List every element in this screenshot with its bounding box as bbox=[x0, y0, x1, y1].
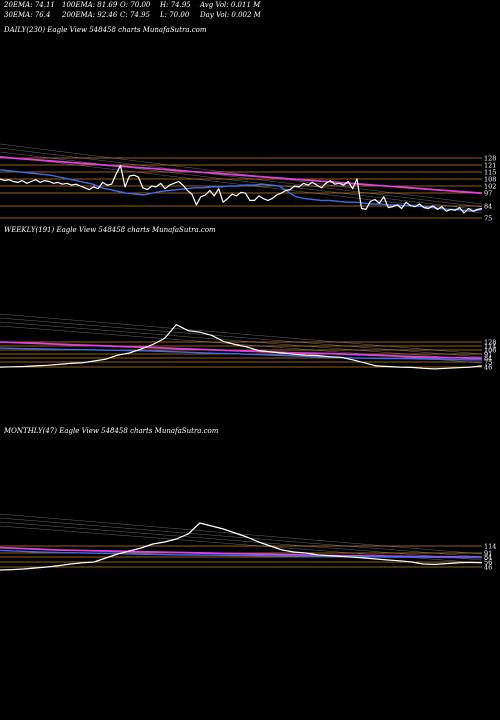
ema-band-line bbox=[0, 143, 483, 205]
ema20-line bbox=[0, 347, 482, 361]
level-label: 115 bbox=[484, 169, 496, 177]
level-label: 97 bbox=[484, 190, 492, 198]
chart-title-monthly: MONTHLY(47) Eagle View 548458 charts Mun… bbox=[4, 427, 219, 435]
ema-band-line bbox=[0, 517, 483, 558]
ema-band-line bbox=[0, 317, 483, 358]
stat-30ema: 30EMA: 76.4 bbox=[4, 11, 51, 19]
level-label: 75 bbox=[484, 359, 492, 367]
price-line bbox=[0, 522, 483, 571]
level-label: 114 bbox=[484, 543, 496, 551]
ema-band-line bbox=[0, 521, 483, 561]
stat-close: C: 74.95 bbox=[120, 11, 150, 19]
ema20-line bbox=[0, 549, 482, 559]
stat-day-vol: Day Vol: 0.002 M bbox=[200, 11, 261, 19]
stat-open: O: 70.00 bbox=[120, 1, 151, 9]
stat-20ema: 20EMA: 74.11 bbox=[4, 1, 55, 9]
level-label: 106 bbox=[484, 347, 496, 355]
ema-band-line bbox=[0, 147, 483, 208]
level-label: 46 bbox=[484, 364, 492, 372]
ema-band-line bbox=[0, 513, 483, 555]
level-label: 75 bbox=[484, 215, 492, 223]
level-label: 84 bbox=[484, 203, 492, 211]
level-label: 102 bbox=[484, 183, 496, 191]
ema-band-line bbox=[0, 155, 483, 214]
level-label: 128 bbox=[484, 339, 496, 347]
level-label: 121 bbox=[484, 162, 496, 170]
ema-band-line bbox=[0, 321, 483, 361]
chart-title-weekly: WEEKLY(191) Eagle View 548458 charts Mun… bbox=[4, 226, 216, 234]
level-label: 84 bbox=[484, 355, 492, 363]
ema200-line bbox=[0, 546, 483, 559]
level-label: 128 bbox=[484, 155, 496, 163]
ema20-line bbox=[0, 169, 483, 212]
ema-band-line bbox=[0, 151, 483, 211]
stat-200ema: 200EMA: 92.46 bbox=[62, 11, 118, 19]
level-label: 114 bbox=[484, 343, 496, 351]
stat-avg-vol: Avg Vol: 0.011 M bbox=[200, 1, 261, 9]
chart-title-daily: DAILY(230) Eagle View 548458 charts Muna… bbox=[4, 26, 207, 34]
ema200-line bbox=[0, 156, 483, 195]
level-label: 91 bbox=[484, 550, 492, 558]
level-label: 91 bbox=[484, 351, 492, 359]
stat-high: H: 74.95 bbox=[160, 1, 191, 9]
level-label: 46 bbox=[484, 564, 492, 572]
price-line bbox=[0, 164, 483, 214]
stat-100ema: 100EMA: 81.69 bbox=[62, 1, 118, 9]
level-label: 84 bbox=[484, 554, 492, 562]
ema-band-line bbox=[0, 313, 483, 355]
stat-low: L: 70.00 bbox=[160, 11, 190, 19]
level-label: 108 bbox=[484, 176, 496, 184]
level-label: 56 bbox=[484, 559, 492, 567]
price-line bbox=[0, 324, 483, 370]
ema200-line bbox=[0, 341, 483, 360]
